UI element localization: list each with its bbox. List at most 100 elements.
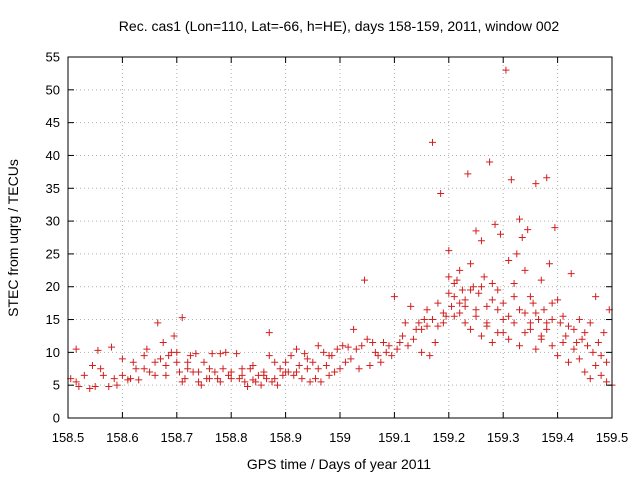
data-point-marker: [551, 224, 559, 232]
data-point-marker: [548, 299, 556, 307]
data-point-marker: [456, 309, 464, 317]
data-point-marker: [524, 226, 532, 234]
data-point-marker: [562, 332, 570, 340]
data-point-marker: [543, 319, 551, 327]
y-tick-label: 5: [53, 378, 60, 393]
data-point-marker: [415, 319, 423, 327]
data-point-marker: [241, 378, 249, 386]
data-point-marker: [589, 348, 597, 356]
data-point-marker: [325, 352, 333, 360]
data-point-marker: [570, 345, 578, 353]
data-point-marker: [521, 329, 529, 337]
data-point-marker: [211, 368, 219, 376]
data-point-marker: [186, 352, 194, 360]
data-point-marker: [526, 325, 534, 333]
y-axis-label: STEC from uqrg / TECUs: [5, 159, 21, 317]
data-point-marker: [437, 190, 445, 198]
data-point-marker: [464, 170, 472, 178]
y-axis: 0 5 10 15 20 25 30 35 40 45 50 55: [46, 50, 612, 426]
data-point-marker: [347, 355, 355, 363]
data-point-marker: [127, 375, 135, 383]
data-point-marker: [564, 358, 572, 366]
data-point-marker: [325, 371, 333, 379]
data-point-marker: [184, 358, 192, 366]
data-point-marker: [382, 348, 390, 356]
data-point-marker: [467, 286, 475, 294]
data-point-marker: [205, 375, 213, 383]
data-point-marker: [360, 276, 368, 284]
data-point-marker: [216, 378, 224, 386]
x-axis: 158.5 158.6 158.7 158.8 158.9 159 159.1 159.2 15…: [52, 57, 628, 445]
data-point-marker: [461, 302, 469, 310]
data-point-marker: [72, 345, 80, 353]
grid-lines: [68, 57, 612, 418]
x-tick-label: 158.9: [269, 430, 302, 445]
data-point-marker: [584, 342, 592, 350]
data-point-marker: [554, 296, 562, 304]
data-point-marker: [173, 348, 181, 356]
data-point-marker: [282, 368, 290, 376]
data-point-marker: [282, 358, 290, 366]
data-point-marker: [505, 335, 513, 343]
data-point-marker: [499, 316, 507, 324]
data-point-marker: [477, 332, 485, 340]
data-point-marker: [510, 319, 518, 327]
data-point-marker: [380, 339, 388, 347]
data-point-marker: [105, 382, 113, 390]
data-point-marker: [393, 345, 401, 353]
data-point-marker: [556, 319, 564, 327]
data-point-marker: [265, 352, 273, 360]
data-point-marker: [467, 260, 475, 268]
data-point-marker: [249, 361, 257, 369]
data-point-marker: [197, 381, 205, 389]
data-point-marker: [140, 352, 148, 360]
x-tick-label: 159.2: [433, 430, 466, 445]
data-point-marker: [181, 375, 189, 383]
data-point-marker: [529, 299, 537, 307]
data-point-marker: [341, 358, 349, 366]
data-point-marker: [184, 365, 192, 373]
data-point-marker: [118, 371, 126, 379]
data-point-marker: [450, 312, 458, 320]
data-point-marker: [154, 319, 162, 327]
data-point-marker: [358, 342, 366, 350]
data-point-marker: [159, 339, 167, 347]
data-point-marker: [483, 319, 491, 327]
data-point-marker: [135, 376, 143, 384]
data-point-marker: [494, 286, 502, 294]
data-point-marker: [227, 375, 235, 383]
data-point-marker: [257, 381, 265, 389]
data-point-marker: [480, 273, 488, 281]
data-point-marker: [75, 382, 83, 390]
data-point-marker: [559, 312, 567, 320]
data-point-marker: [301, 350, 309, 358]
data-point-marker: [118, 355, 126, 363]
x-tick-label: 158.8: [215, 430, 248, 445]
data-point-marker: [532, 180, 540, 188]
data-point-marker: [110, 375, 118, 383]
data-point-marker: [418, 325, 426, 333]
data-point-marker: [573, 339, 581, 347]
data-point-marker: [477, 283, 485, 291]
x-tick-label: 158.6: [106, 430, 139, 445]
data-point-marker: [488, 279, 496, 287]
data-point-marker: [456, 299, 464, 307]
data-point-marker: [86, 384, 94, 392]
data-point-marker: [295, 361, 303, 369]
data-point-marker: [108, 343, 116, 351]
data-point-marker: [396, 339, 404, 347]
data-point-marker: [273, 381, 281, 389]
data-point-marker: [176, 368, 184, 376]
data-point-marker: [363, 335, 371, 343]
data-point-marker: [369, 339, 377, 347]
data-point-marker: [314, 365, 322, 373]
data-point-marker: [132, 365, 140, 373]
data-points: [67, 66, 616, 392]
data-point-marker: [151, 358, 159, 366]
data-point-marker: [505, 312, 513, 320]
data-point-marker: [586, 375, 594, 383]
data-point-marker: [195, 368, 203, 376]
data-point-marker: [244, 382, 252, 390]
data-point-marker: [309, 358, 317, 366]
data-point-marker: [227, 368, 235, 376]
